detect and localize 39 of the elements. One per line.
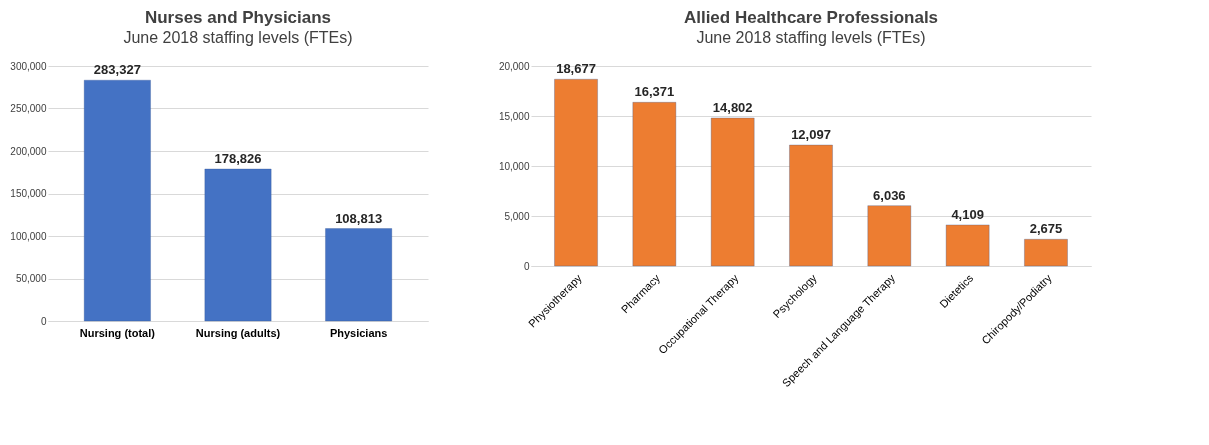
y-tick-label: 15,000 [498,110,530,122]
bar [83,79,152,322]
y-tick-label: 10,000 [498,160,530,172]
chart-subtitle: June 2018 staffing levels (FTEs) [696,29,926,46]
data-label: 2,675 [1029,221,1063,237]
bar [867,205,912,267]
bar [632,101,677,267]
data-label: 283,327 [93,62,141,78]
data-label: 16,371 [634,84,675,100]
bar [324,228,393,322]
bar [204,168,272,322]
data-label: 108,813 [335,210,383,226]
y-tick-label: 5,000 [504,210,530,222]
x-tick-label: Physicians [329,326,388,339]
y-tick-label: 0 [40,315,47,327]
bar [1023,238,1068,267]
chart-title: Allied Healthcare Professionals [683,8,939,27]
y-tick-label: 20,000 [498,60,530,72]
y-tick-label: 0 [523,260,530,272]
bar [788,144,834,267]
y-tick-label: 250,000 [10,103,47,114]
chart-title: Nurses and Physicians [144,8,332,27]
data-label: 18,677 [556,61,596,77]
y-tick-label: 100,000 [10,230,47,242]
data-label: 4,109 [951,206,984,222]
bar [710,117,755,267]
bar [945,224,990,267]
y-tick-label: 50,000 [15,273,47,284]
y-tick-label: 150,000 [10,188,47,199]
bar [554,78,599,267]
y-tick-label: 300,000 [10,60,47,72]
x-tick-label: Nursing (total) [79,326,156,339]
data-label: 12,097 [791,127,831,143]
chart-subtitle: June 2018 staffing levels (FTEs) [123,29,353,46]
data-label: 178,826 [214,151,262,166]
data-label: 6,036 [873,187,906,203]
x-tick-label: Nursing (adults) [195,326,281,339]
y-tick-label: 200,000 [10,145,47,157]
data-label: 14,802 [712,99,753,115]
